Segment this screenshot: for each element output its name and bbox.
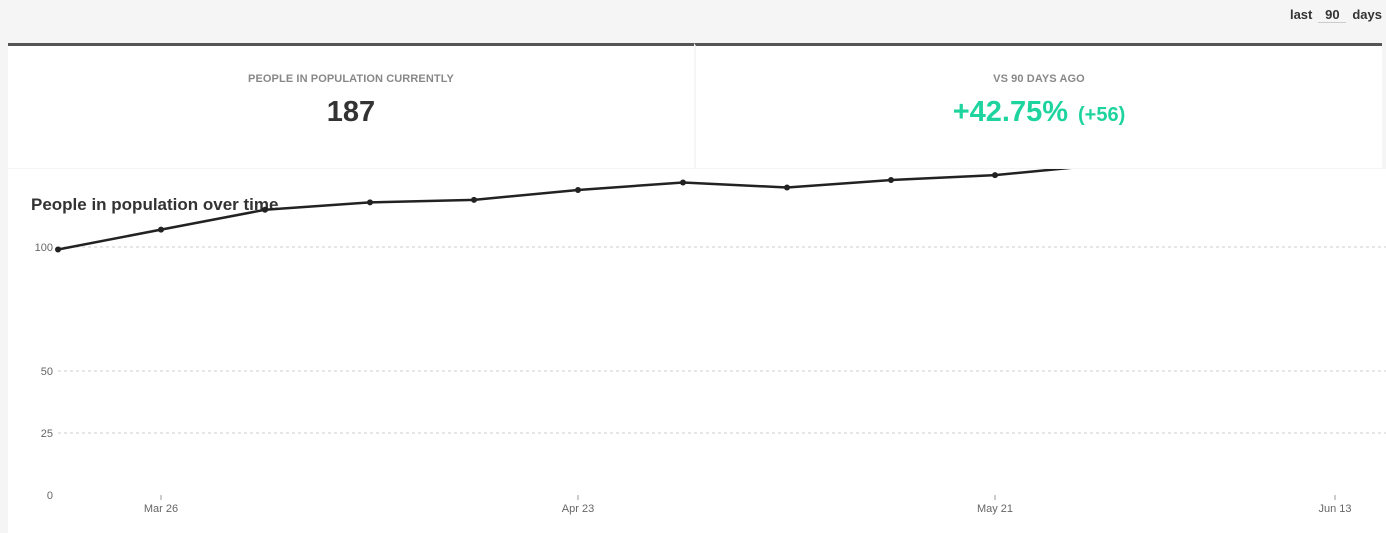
data-point — [784, 184, 790, 191]
date-range-control: last days — [1290, 6, 1382, 23]
x-tick-label: Apr 23 — [562, 503, 594, 515]
change-card: VS 90 DAYS AGO +42.75% (+56) — [694, 43, 1382, 168]
range-prefix: last — [1289, 7, 1313, 22]
x-tick-label: Mar 26 — [144, 503, 178, 515]
data-point — [55, 246, 61, 253]
x-tick-label: May 21 — [977, 503, 1013, 515]
data-point — [471, 196, 477, 203]
y-tick-label: 50 — [41, 366, 53, 378]
range-suffix: days — [1352, 7, 1382, 22]
population-chart-card: People in population over time 0 25 50 100 M… — [8, 169, 1386, 533]
population-line-chart: 0 25 50 100 Mar 26 Apr 23 May 21 Jun 13 — [35, 169, 1386, 515]
data-point — [158, 226, 164, 233]
change-percent: +42.75% — [952, 96, 1069, 128]
x-tick-label: Jun 13 — [1318, 503, 1351, 515]
data-point — [575, 186, 581, 193]
current-population-value: 187 — [326, 96, 376, 128]
range-days-input[interactable] — [1318, 6, 1347, 23]
data-point — [992, 172, 998, 179]
change-delta: (+56) — [1078, 104, 1126, 126]
change-label: VS 90 DAYS AGO — [993, 73, 1085, 85]
chart-title: People in population over time — [31, 195, 279, 214]
change-value: +42.75% (+56) — [696, 96, 1382, 129]
y-tick-label: 0 — [47, 490, 53, 502]
data-point — [262, 206, 268, 213]
data-point — [367, 199, 373, 206]
y-tick-label: 100 — [35, 242, 53, 254]
current-population-label: PEOPLE IN POPULATION CURRENTLY — [248, 73, 454, 85]
data-point — [888, 177, 894, 184]
stats-row: PEOPLE IN POPULATION CURRENTLY 187 VS 90… — [8, 43, 1382, 168]
y-tick-label: 25 — [41, 428, 53, 440]
data-point — [680, 179, 686, 186]
series-line — [57, 169, 1072, 251]
current-population-card: PEOPLE IN POPULATION CURRENTLY 187 — [8, 43, 694, 168]
